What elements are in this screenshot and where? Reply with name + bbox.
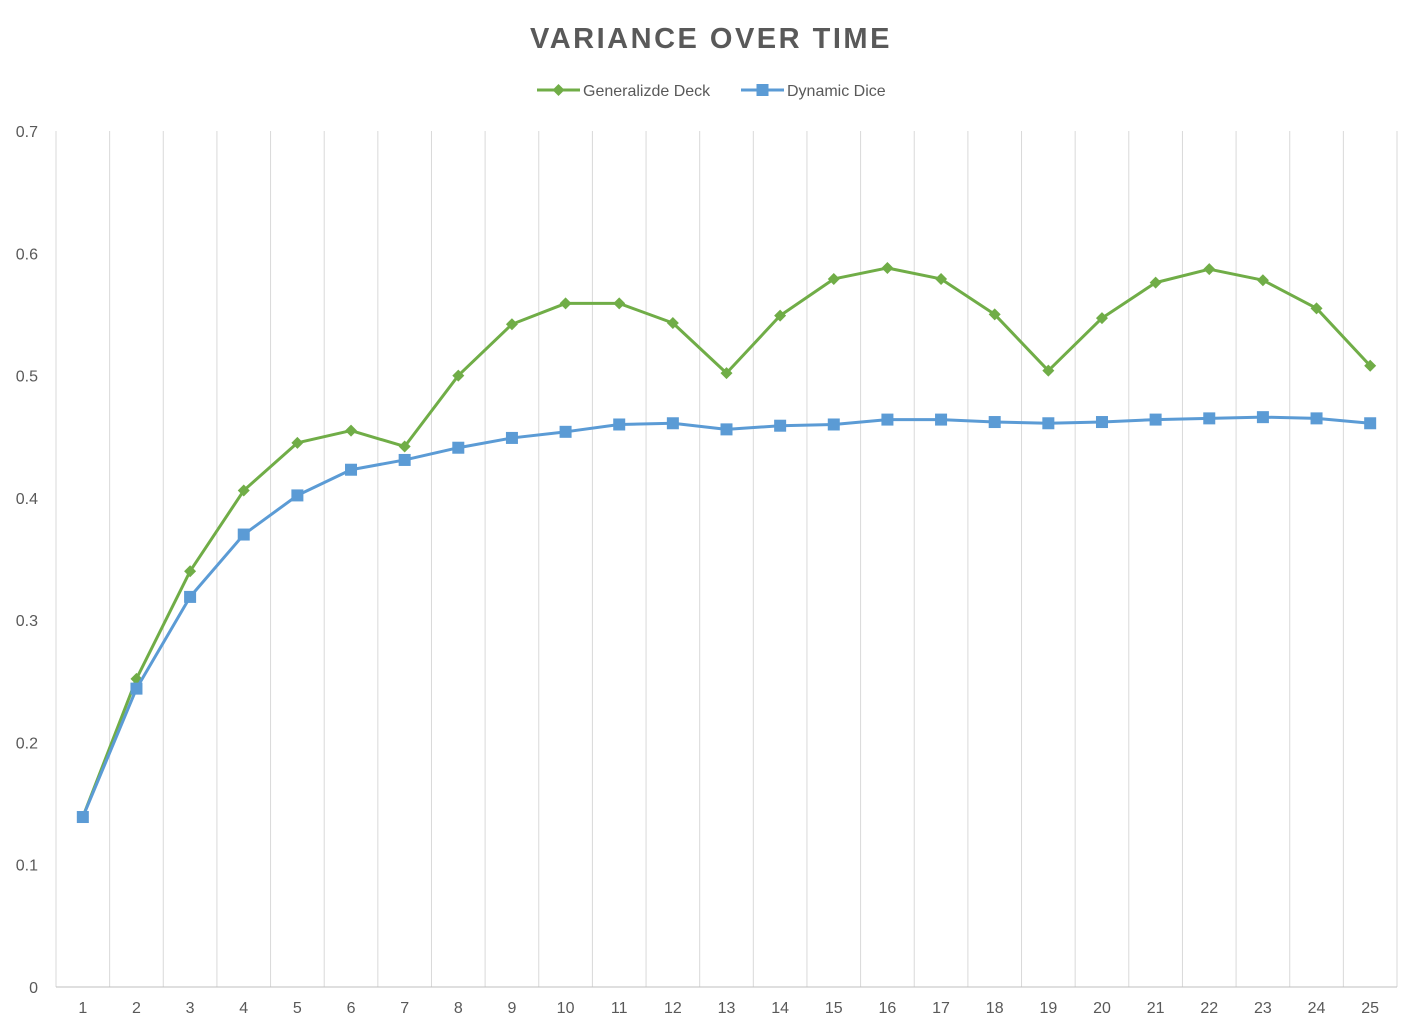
data-point xyxy=(1310,412,1323,425)
chart-gridlines xyxy=(55,131,1398,988)
x-tick-label: 16 xyxy=(879,1000,897,1017)
data-point xyxy=(398,440,411,453)
data-point xyxy=(559,297,572,310)
data-point xyxy=(291,489,304,502)
data-point xyxy=(666,417,679,430)
data-point xyxy=(1149,276,1162,289)
data-point xyxy=(559,425,572,438)
data-point xyxy=(827,418,840,431)
x-tick-label: 6 xyxy=(347,1000,356,1017)
data-point xyxy=(237,484,250,497)
data-point xyxy=(613,297,626,310)
data-point xyxy=(827,272,840,285)
data-point xyxy=(345,424,358,437)
y-tick-label: 0.4 xyxy=(16,491,38,508)
data-point xyxy=(1203,263,1216,276)
legend-marker xyxy=(756,84,769,96)
y-axis-tick-labels: 0 0.1 0.2 0.3 0.4 0.5 0.6 0.7 xyxy=(16,124,38,997)
legend-marker xyxy=(552,84,565,96)
data-point xyxy=(881,413,894,426)
x-tick-label: 2 xyxy=(132,1000,141,1017)
x-tick-label: 12 xyxy=(664,1000,682,1017)
chart-title: VARIANCE OVER TIME xyxy=(530,23,892,55)
data-point xyxy=(130,682,143,695)
data-point xyxy=(1149,413,1162,426)
x-tick-label: 18 xyxy=(986,1000,1004,1017)
x-tick-label: 7 xyxy=(400,1000,409,1017)
data-point xyxy=(1095,312,1108,325)
data-point xyxy=(184,565,197,578)
legend-label: Generalizde Deck xyxy=(583,83,711,100)
legend-label: Dynamic Dice xyxy=(787,83,886,100)
y-tick-label: 0.7 xyxy=(16,124,38,141)
data-point xyxy=(1364,359,1377,372)
series-dynamic-dice xyxy=(76,411,1377,824)
data-point xyxy=(881,261,894,274)
data-point xyxy=(774,419,787,432)
x-tick-label: 3 xyxy=(186,1000,195,1017)
data-point xyxy=(452,369,465,382)
legend-entry: Generalizde Deck xyxy=(537,83,711,100)
y-tick-label: 0.6 xyxy=(16,246,38,263)
chart-legend: Generalizde Deck Dynamic Dice xyxy=(537,83,886,100)
x-tick-label: 10 xyxy=(557,1000,575,1017)
data-point xyxy=(613,418,626,431)
data-point xyxy=(935,272,948,285)
data-point xyxy=(291,436,304,449)
data-point xyxy=(720,367,733,380)
series-generalizde-deck xyxy=(76,261,1377,824)
data-point xyxy=(666,316,679,329)
x-axis-tick-labels: 1 2 3 4 5 6 7 8 9 10 11 12 13 14 15 16 17 18 19 20 21 22 23 24 2… xyxy=(78,1000,1379,1017)
y-tick-label: 0.2 xyxy=(16,735,38,752)
x-tick-label: 11 xyxy=(611,1000,628,1017)
x-tick-label: 21 xyxy=(1147,1000,1165,1017)
data-point xyxy=(505,431,518,444)
x-tick-label: 17 xyxy=(932,1000,950,1017)
y-tick-label: 0.5 xyxy=(16,369,38,386)
data-point xyxy=(505,318,518,331)
x-tick-label: 8 xyxy=(454,1000,463,1017)
legend-entry: Dynamic Dice xyxy=(741,83,886,100)
x-tick-label: 20 xyxy=(1093,1000,1111,1017)
x-tick-label: 22 xyxy=(1200,1000,1218,1017)
data-point xyxy=(935,413,948,426)
data-point xyxy=(76,811,89,824)
data-point xyxy=(398,453,411,466)
data-point xyxy=(774,309,787,322)
data-point xyxy=(184,590,197,603)
x-tick-label: 9 xyxy=(507,1000,516,1017)
x-tick-label: 14 xyxy=(771,1000,789,1017)
x-tick-label: 15 xyxy=(825,1000,843,1017)
data-point xyxy=(1095,416,1108,429)
x-tick-label: 1 xyxy=(78,1000,87,1017)
y-tick-label: 0.1 xyxy=(16,858,38,875)
data-point xyxy=(1042,417,1055,430)
data-point xyxy=(720,423,733,436)
x-tick-label: 23 xyxy=(1254,1000,1272,1017)
series-layer xyxy=(76,261,1377,824)
data-point xyxy=(1364,417,1377,430)
x-tick-label: 19 xyxy=(1039,1000,1057,1017)
x-tick-label: 24 xyxy=(1308,1000,1326,1017)
y-tick-label: 0 xyxy=(29,980,38,997)
x-tick-label: 4 xyxy=(239,1000,248,1017)
data-point xyxy=(237,528,250,541)
data-point xyxy=(1310,302,1323,315)
x-tick-label: 25 xyxy=(1361,1000,1379,1017)
x-tick-label: 13 xyxy=(718,1000,736,1017)
data-point xyxy=(1256,411,1269,424)
data-point xyxy=(988,416,1001,429)
data-point xyxy=(345,463,358,476)
data-point xyxy=(1256,274,1269,287)
y-tick-label: 0.3 xyxy=(16,613,38,630)
data-point xyxy=(1203,412,1216,425)
x-tick-label: 5 xyxy=(293,1000,302,1017)
data-point xyxy=(988,308,1001,321)
data-point xyxy=(1042,364,1055,377)
data-point xyxy=(452,441,465,454)
